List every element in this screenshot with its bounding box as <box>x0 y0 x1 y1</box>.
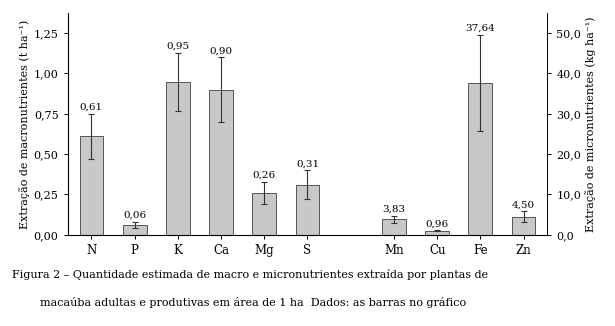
Text: 3,83: 3,83 <box>383 205 405 214</box>
Text: Figura 2 – Quantidade estimada de macro e micronutrientes extraída por plantas d: Figura 2 – Quantidade estimada de macro … <box>12 269 488 280</box>
Text: 4,50: 4,50 <box>512 200 535 209</box>
Bar <box>209 90 233 235</box>
Text: 0,96: 0,96 <box>426 219 449 229</box>
Text: 0,90: 0,90 <box>210 46 232 55</box>
Bar <box>296 185 319 235</box>
Bar <box>425 231 449 235</box>
Bar <box>166 82 190 235</box>
Bar <box>469 83 492 235</box>
Bar <box>382 219 406 235</box>
Text: 0,61: 0,61 <box>80 103 103 112</box>
Bar <box>79 136 103 235</box>
Y-axis label: Extração de micronutrientes (kg ha⁻¹): Extração de micronutrientes (kg ha⁻¹) <box>585 16 597 232</box>
Text: 0,31: 0,31 <box>296 159 319 168</box>
Text: 0,26: 0,26 <box>253 170 276 180</box>
Text: 37,64: 37,64 <box>466 24 495 33</box>
Text: macaúba adultas e produtivas em área de 1 ha  Dados: as barras no gráfico: macaúba adultas e produtivas em área de … <box>12 297 466 308</box>
Text: 0,06: 0,06 <box>123 211 146 220</box>
Bar <box>512 216 536 235</box>
Text: 0,95: 0,95 <box>166 42 189 51</box>
Y-axis label: Extração de macronutrientes (t ha⁻¹): Extração de macronutrientes (t ha⁻¹) <box>18 19 30 229</box>
Bar <box>252 193 276 235</box>
Bar <box>123 225 146 235</box>
